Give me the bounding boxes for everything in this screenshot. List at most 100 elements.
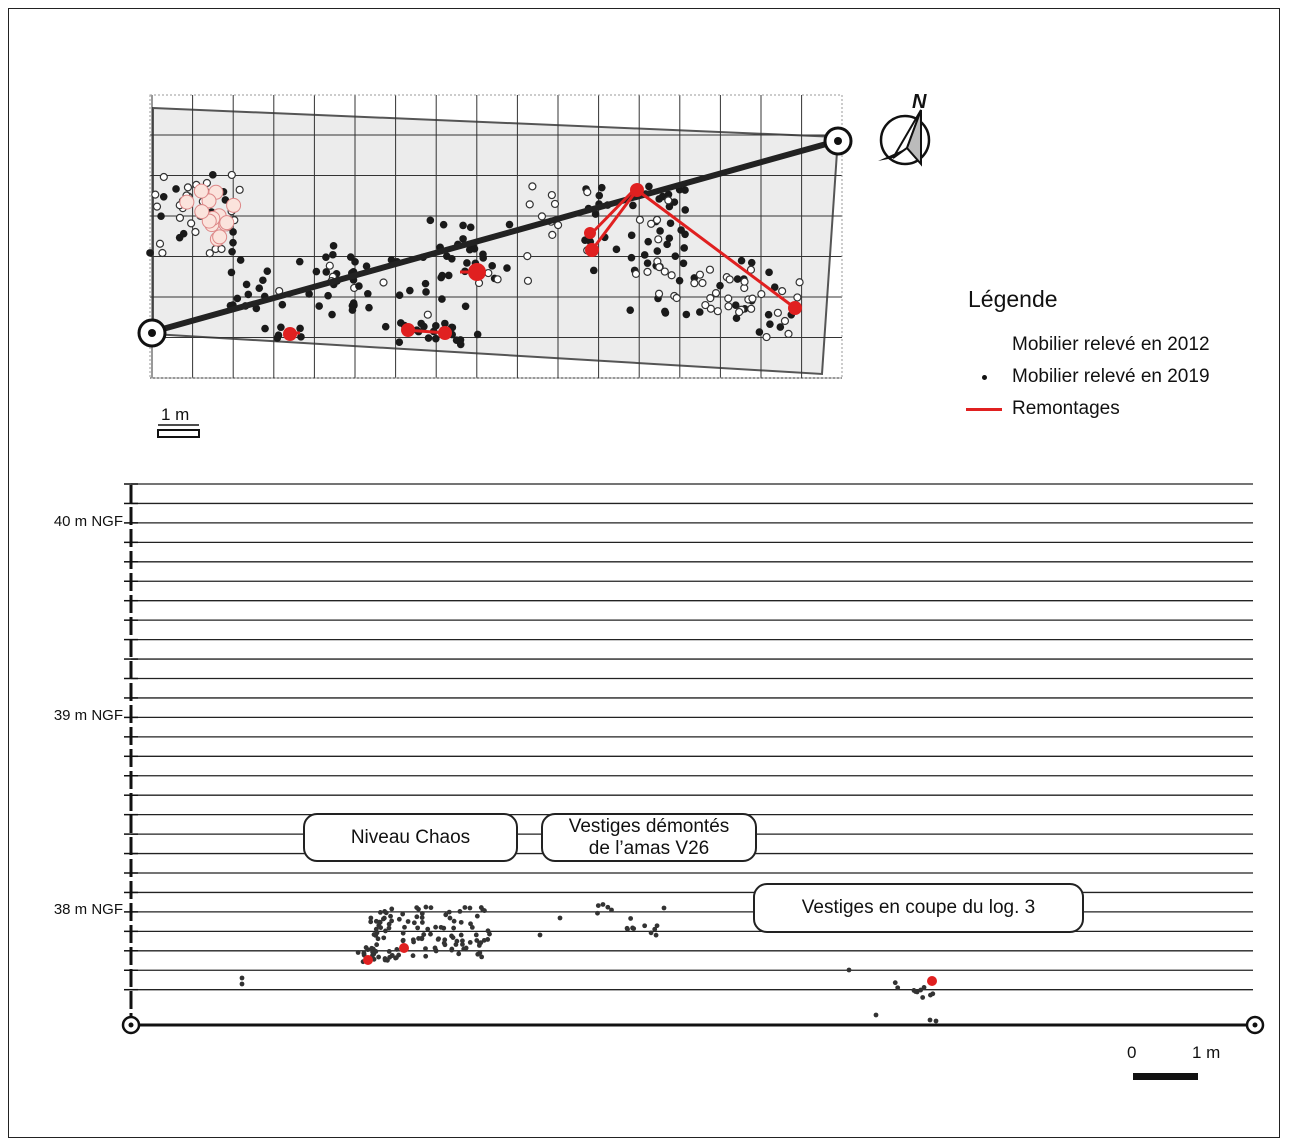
plan-dot-2019 (441, 319, 449, 328)
section-dot (467, 905, 473, 911)
section-dot (449, 947, 455, 953)
plan-dot-2019 (406, 286, 414, 295)
plan-dot-2019 (295, 257, 304, 266)
plan-remontage-point (438, 326, 452, 340)
section-dot (474, 938, 480, 943)
section-axis-ticks (124, 483, 138, 991)
plan-dot-2019 (644, 237, 653, 246)
section-dot (930, 991, 936, 997)
section-dot (411, 920, 417, 926)
plan-dot-2019 (695, 308, 704, 316)
section-dot (456, 951, 462, 957)
plan-dot-2012 (183, 183, 193, 192)
plan-dot-2012 (725, 275, 734, 284)
section-start-marker-center (148, 329, 156, 337)
section-dot (419, 920, 425, 925)
plan-dot-2012 (187, 219, 196, 228)
plan-dot-2019 (737, 256, 746, 265)
plan-dot-2019 (770, 283, 779, 292)
plan-dot-2012 (159, 172, 168, 182)
plan-dot-2019 (395, 338, 404, 346)
plan-dot-2019 (355, 282, 363, 290)
section-dot (933, 1018, 939, 1024)
section-dot (449, 933, 454, 939)
plan-dot-2012-refit (179, 194, 195, 210)
section-dot (377, 910, 383, 915)
section-dot (389, 918, 395, 924)
section-dot (402, 924, 407, 930)
section-dot (648, 930, 654, 936)
section-dot (381, 915, 387, 921)
open-circle-icon (966, 335, 1006, 355)
section-dot (451, 925, 457, 931)
section-dot (373, 949, 379, 954)
section-dot (400, 930, 406, 936)
plan-dot-2019 (665, 202, 674, 211)
callout-vestiges-demontes: Vestiges démontés de l’amas V26 (541, 813, 757, 862)
plan-dot-2019 (505, 220, 514, 229)
plan-dot-2012 (235, 185, 244, 194)
plan-dot-2019 (670, 198, 679, 206)
plan-remontages (283, 183, 802, 341)
plan-dot-2012 (711, 289, 721, 298)
plan-dot-2019 (255, 284, 264, 293)
section-remontage-point (927, 976, 937, 986)
section-dot (239, 975, 245, 981)
plan-dot-2019 (362, 262, 371, 271)
plan-dot-2019 (479, 254, 488, 262)
plan-dot-2019 (675, 276, 684, 285)
plan-scale-label: 1 m (161, 405, 189, 424)
section-dot (624, 925, 630, 931)
plan-dot-2019 (179, 229, 188, 238)
plan-dot-2019 (229, 228, 237, 236)
plan-dot-2019 (681, 186, 689, 194)
plan-dot-2019 (473, 330, 482, 339)
plan-dot-2019 (439, 220, 448, 229)
plan-dot-2019 (296, 324, 304, 333)
plan-dot-2019 (653, 247, 662, 255)
section-dot (479, 954, 485, 960)
plan-dot-2019 (346, 253, 355, 261)
section-dot (386, 925, 392, 931)
section-dot (371, 932, 377, 937)
plan-dot-2019 (261, 324, 269, 333)
plan-dot-2019 (465, 245, 474, 254)
plan-remontage-point (788, 301, 802, 315)
section-dot (913, 989, 918, 994)
plan-dot-2012 (793, 293, 802, 302)
plan-dot-2012 (175, 213, 185, 222)
plan-dot-2012 (701, 300, 710, 310)
plan-dot-2012 (695, 270, 705, 279)
plan-dot-2019 (172, 185, 180, 193)
section-dot (467, 939, 473, 945)
plan-dot-2019 (766, 320, 774, 328)
section-dot (421, 932, 427, 937)
plan-dot-2019 (209, 171, 217, 179)
plan-dot-2019 (627, 253, 636, 262)
section-dot (477, 950, 483, 956)
section-dot (462, 905, 468, 910)
north-arrow-icon: N (878, 91, 931, 167)
section-dot (423, 946, 428, 952)
plan-dot-2012 (379, 278, 388, 287)
plan-dot-2019 (228, 247, 236, 256)
section-dot (892, 980, 898, 986)
red-line-icon (966, 399, 1006, 419)
plan-dot-2012 (528, 182, 537, 191)
plan-dot-2012 (724, 294, 733, 303)
section-dot (463, 945, 469, 951)
section-dot (600, 902, 606, 907)
plan-dot-2019 (278, 300, 287, 309)
plan-dot-2012 (217, 244, 226, 254)
section-dot (481, 937, 487, 943)
plan-dot-2012 (151, 190, 160, 199)
section-dot (557, 915, 563, 921)
plan-dot-2012 (654, 289, 664, 298)
filled-dot-icon (966, 367, 1006, 387)
plan-dot-2019 (277, 323, 285, 332)
section-dot (458, 932, 464, 938)
plan-dot-2012 (664, 196, 673, 205)
plan-dot-2019 (421, 279, 430, 288)
section-dot (921, 985, 927, 990)
section-dot (376, 954, 382, 960)
